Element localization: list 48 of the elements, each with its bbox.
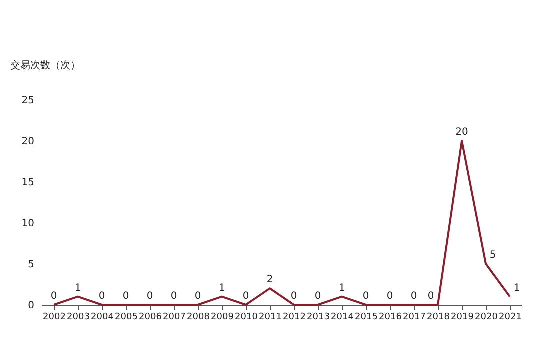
x-tick-label: 2007: [163, 312, 186, 322]
data-label: 1: [218, 282, 226, 294]
x-tick-label: 2012: [283, 312, 306, 322]
x-tick-label: 2014: [331, 312, 354, 322]
x-tick-label: 2005: [115, 312, 138, 322]
data-label: 0: [170, 291, 178, 302]
x-tick-label: 2016: [379, 312, 402, 322]
data-label: 0: [194, 291, 202, 302]
x-tick-label: 2004: [91, 312, 114, 322]
x-tick-label: 2002: [43, 312, 66, 322]
data-label: 0: [410, 291, 418, 302]
x-tick-label: 2015: [355, 312, 378, 322]
y-tick-label: 25: [22, 96, 34, 106]
data-label: 0: [98, 291, 106, 302]
y-tick-label: 5: [28, 260, 34, 270]
x-tick-label: 2008: [187, 312, 210, 322]
data-label: 0: [386, 291, 394, 302]
x-tick-label: 2020: [475, 312, 498, 322]
y-axis-title: 交易次数（次）: [10, 60, 80, 72]
y-tick-label: 0: [28, 300, 34, 312]
data-label: 0: [362, 291, 370, 302]
x-tick-label: 2018: [427, 312, 450, 322]
data-label: 1: [338, 282, 346, 294]
data-label: 0: [290, 291, 298, 302]
x-tick-label: 2010: [235, 312, 258, 322]
x-tick-label: 2003: [67, 312, 90, 322]
y-tick-label: 20: [22, 136, 34, 148]
x-tick-label: 2021: [499, 312, 522, 322]
data-label: 0: [314, 291, 322, 302]
data-label: 0: [50, 291, 58, 302]
x-tick-label: 2011: [259, 312, 282, 322]
x-tick-label: 2017: [403, 312, 426, 322]
data-label: 1: [514, 282, 520, 294]
data-label: 0: [146, 291, 154, 302]
data-label: 5: [490, 250, 496, 261]
x-tick-label: 2009: [211, 312, 234, 322]
data-label: 0: [428, 291, 434, 302]
x-tick-label: 2019: [451, 312, 474, 322]
data-label: 20: [456, 127, 468, 138]
line-series: [53, 140, 511, 306]
y-tick-label: 15: [22, 178, 34, 188]
y-tick-label: 10: [22, 218, 34, 230]
data-label: 1: [74, 282, 82, 294]
data-label: 2: [266, 274, 274, 286]
data-label: 0: [122, 291, 130, 302]
x-tick-label: 2006: [139, 312, 162, 322]
data-label: 0: [242, 291, 250, 302]
x-tick-label: 2013: [307, 312, 330, 322]
